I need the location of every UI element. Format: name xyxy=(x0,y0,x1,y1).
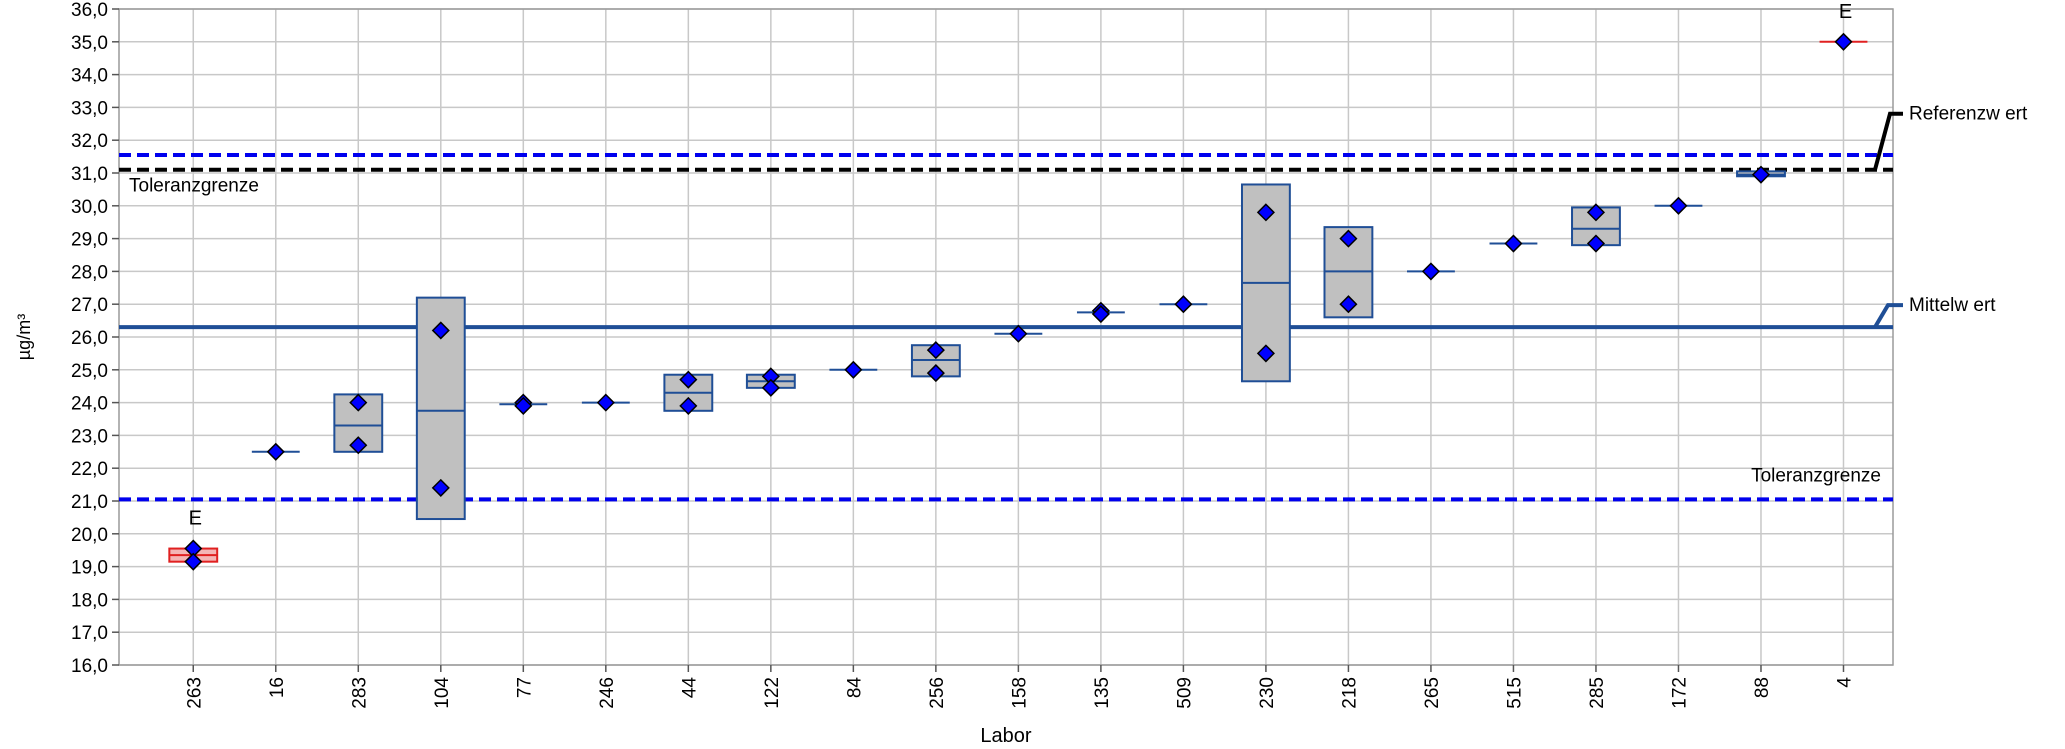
x-tick-label: 218 xyxy=(1339,677,1360,709)
grid xyxy=(119,8,1893,666)
measurement-point xyxy=(1009,324,1028,343)
x-tick-label: 509 xyxy=(1174,677,1195,709)
y-tick-label: 27,0 xyxy=(71,295,108,316)
measurement-point xyxy=(266,442,285,461)
x-tick-label: 246 xyxy=(597,677,618,709)
x-tick-label: 265 xyxy=(1422,677,1443,709)
measurement-point xyxy=(1339,295,1358,314)
upper-tolerance-label: Toleranzgrenze xyxy=(129,176,259,197)
y-tick-label: 21,0 xyxy=(71,492,108,513)
measurement-point xyxy=(596,393,615,412)
y-tick-label: 26,0 xyxy=(71,328,108,349)
x-axis-ticks: 263 16 283 104 77 246 44 122 84 256 158 135 509 230 21… xyxy=(184,665,1855,709)
y-tick-label: 25,0 xyxy=(71,361,108,382)
y-tick-label: 28,0 xyxy=(71,262,108,283)
measurement-point xyxy=(926,341,945,360)
reference-lines xyxy=(119,152,1893,502)
y-tick-label: 33,0 xyxy=(71,98,108,119)
y-tick-label: 23,0 xyxy=(71,426,108,447)
x-tick-label: 283 xyxy=(349,677,370,709)
measurement-point xyxy=(1586,234,1606,253)
measurement-point xyxy=(761,378,780,397)
measurement-point xyxy=(1339,229,1358,248)
x-tick-label: 515 xyxy=(1504,677,1525,709)
measurement-point xyxy=(1751,165,1771,184)
measurement-point xyxy=(1256,344,1275,363)
y-tick-label: 36,0 xyxy=(71,0,108,21)
x-tick-label: 4 xyxy=(1834,677,1855,688)
y-tick-label: 34,0 xyxy=(71,66,108,87)
y-tick-label: 30,0 xyxy=(71,197,108,218)
x-tick-label: 285 xyxy=(1587,677,1608,709)
x-tick-label: 230 xyxy=(1257,677,1278,709)
x-tick-label: 104 xyxy=(432,677,453,709)
x-tick-label: 122 xyxy=(762,677,783,709)
y-tick-label: 18,0 xyxy=(71,590,108,611)
measurement-point xyxy=(349,436,368,455)
measurement-point xyxy=(184,552,203,571)
measurement-point xyxy=(1421,262,1440,281)
measurement-point xyxy=(844,360,863,379)
x-tick-label: 77 xyxy=(514,677,535,698)
measurement-point xyxy=(1834,32,1853,51)
y-tick-label: 24,0 xyxy=(71,394,108,415)
measurement-points: EE xyxy=(184,1,1853,571)
x-tick-label: 88 xyxy=(1752,677,1773,698)
y-tick-label: 29,0 xyxy=(71,230,108,251)
measurement-point xyxy=(1091,304,1110,324)
measurement-point xyxy=(1669,196,1688,215)
x-tick-label: 158 xyxy=(1009,677,1030,709)
lower-tolerance-label: Toleranzgrenze xyxy=(1751,465,1881,486)
outlier-flag: E xyxy=(189,508,202,530)
mean-label-connector xyxy=(1873,303,1903,329)
y-tick-label: 17,0 xyxy=(71,623,108,644)
measurement-point xyxy=(1174,295,1193,314)
y-tick-label: 22,0 xyxy=(71,459,108,480)
reference-line-label: Referenzw ert xyxy=(1909,104,2028,125)
y-axis-ticks: 16,0 17,0 18,0 19,0 20,0 21,0 22,0 23,0 24,0 25,0… xyxy=(71,0,119,677)
measurement-point xyxy=(431,321,450,340)
measurement-point xyxy=(1586,203,1606,222)
x-tick-label: 16 xyxy=(267,677,288,698)
reference-label-connector xyxy=(1873,111,1903,171)
y-tick-label: 20,0 xyxy=(71,525,108,546)
x-tick-label: 135 xyxy=(1092,677,1113,709)
x-tick-label: 256 xyxy=(927,677,948,709)
outlier-flag: E xyxy=(1839,1,1852,23)
y-tick-label: 35,0 xyxy=(71,33,108,54)
measurement-point xyxy=(349,393,368,412)
x-axis-label: Labor xyxy=(980,725,1031,747)
y-tick-label: 31,0 xyxy=(71,164,108,185)
x-tick-label: 44 xyxy=(679,677,700,699)
measurement-point xyxy=(1256,203,1275,222)
mean-line-label: Mittelw ert xyxy=(1909,295,1996,316)
measurement-point xyxy=(926,364,945,383)
x-tick-label: 172 xyxy=(1669,677,1690,709)
y-tick-label: 19,0 xyxy=(71,558,108,579)
measurement-point xyxy=(514,396,533,415)
reference-line-labels: Mittelw ert Referenzw ert Toleranzgrenze To… xyxy=(129,104,2028,487)
measurement-point xyxy=(431,478,450,497)
x-tick-label: 84 xyxy=(844,677,865,699)
measurement-point xyxy=(1504,234,1523,253)
y-tick-label: 32,0 xyxy=(71,131,108,152)
y-axis-label: µg/m³ xyxy=(14,314,34,360)
x-tick-label: 263 xyxy=(184,677,205,709)
measurement-point xyxy=(679,396,698,415)
measurement-point xyxy=(679,370,698,389)
y-tick-label: 16,0 xyxy=(71,656,108,677)
